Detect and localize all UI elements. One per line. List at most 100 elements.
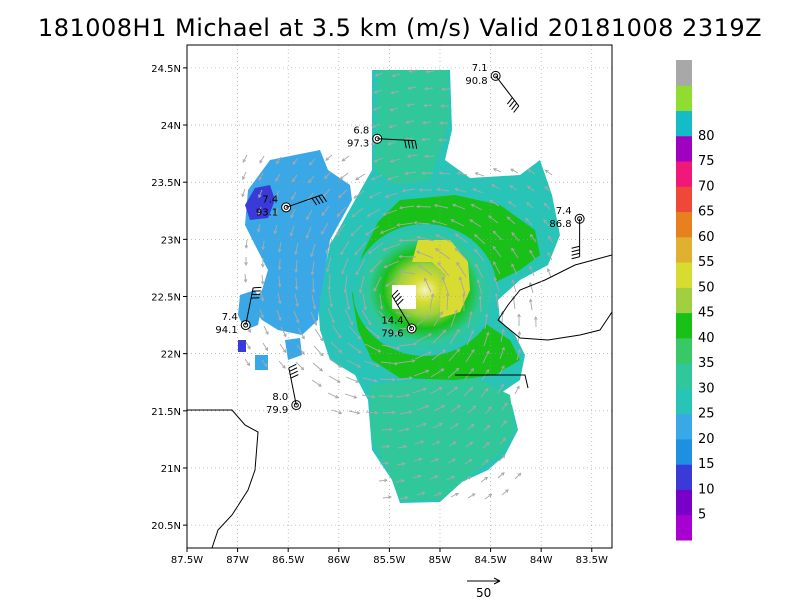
wind-vector-head [491, 184, 495, 188]
wind-vector-head [373, 90, 378, 94]
wind-vector [395, 394, 410, 398]
wind-vector-head [300, 366, 305, 371]
wind-vector-head [441, 276, 445, 281]
wind-vector-head [525, 217, 529, 222]
wind-vector-head [461, 292, 466, 297]
wind-vector-head [308, 179, 312, 184]
station-top-value: 7.4 [222, 312, 238, 323]
wind-vector [329, 358, 342, 368]
wind-vector [279, 343, 287, 353]
wind-vector [295, 259, 298, 273]
wind-vector [346, 359, 361, 368]
wind-vector-head [374, 73, 379, 77]
wind-vector [324, 171, 332, 179]
wind-vector-head [396, 223, 401, 227]
wind-vector-head [413, 342, 418, 346]
wind-vector [378, 310, 390, 323]
wind-vector-head [258, 194, 262, 199]
wind-vector-head [511, 247, 515, 252]
wind-vector [345, 376, 359, 383]
wind-vector-head [516, 385, 520, 390]
wind-vector-head [526, 202, 531, 206]
wind-vector-head [376, 363, 380, 368]
wind-vector [241, 188, 246, 197]
wind-vector-head [484, 387, 489, 392]
colorbar-swatch [676, 413, 692, 440]
wind-vector-head [301, 335, 305, 340]
wind-vector [380, 226, 397, 234]
wind-vector [452, 204, 466, 210]
wind-vector-head [339, 176, 344, 180]
wind-vector [399, 205, 415, 209]
wind-vector [432, 329, 446, 344]
wind-vector [278, 275, 281, 287]
wind-vector-head [418, 188, 423, 192]
wind-vector [545, 169, 553, 176]
wind-vector-head [327, 286, 332, 291]
wind-barb-flag [315, 196, 321, 205]
wind-vector [442, 276, 449, 294]
wind-vector-head [470, 368, 475, 372]
wind-vector [433, 311, 443, 327]
wind-vector-head [386, 444, 391, 449]
wind-vector [306, 209, 313, 220]
wind-vector [500, 420, 507, 428]
wind-vector [447, 458, 456, 464]
wind-barb-flag [571, 245, 580, 249]
wind-vector-head [341, 270, 345, 275]
colorbar-label: 45 [698, 306, 715, 321]
colorbar-label: 60 [698, 230, 715, 245]
wind-vector [527, 185, 535, 192]
wind-vector-head [425, 369, 430, 374]
wind-vector [529, 266, 535, 277]
wind-vector-head [385, 461, 389, 466]
wind-vector-head [274, 195, 279, 200]
wind-vector-head [331, 319, 335, 324]
wind-vector [530, 234, 537, 243]
wind-vector [459, 277, 466, 295]
wind-vector-head [456, 328, 460, 333]
wind-vector [379, 293, 383, 309]
map-title: 181008H1 Michael at 3.5 km (m/s) Valid 2… [37, 14, 763, 42]
wind-vector-head [274, 212, 278, 217]
wind-vector-head [526, 185, 531, 190]
station-bottom-value: 86.8 [549, 219, 571, 230]
wind-vector [474, 249, 485, 262]
wind-vector-head [325, 157, 330, 161]
wind-vector [399, 496, 408, 500]
wind-vector [353, 190, 365, 199]
wind-vector-head [529, 298, 533, 303]
wind-vector [261, 359, 268, 367]
wind-vector [389, 124, 398, 128]
lon-tick-label: 83.5W [576, 555, 608, 566]
wind-vector-head [355, 176, 360, 181]
station-top-value: 8.0 [272, 392, 288, 403]
wind-vector-head [421, 171, 426, 176]
wind-vector [499, 437, 506, 445]
wind-vector [245, 341, 251, 350]
wind-vector [385, 277, 399, 287]
wind-vector-head [289, 232, 294, 237]
wind-vector [258, 189, 263, 198]
colorbar-label: 20 [698, 432, 715, 447]
wind-vector-head [485, 369, 490, 373]
wind-vector-head [294, 269, 299, 273]
wind-vector [469, 219, 482, 228]
wind-vector-head [260, 314, 264, 319]
wind-vector-head [277, 266, 282, 271]
wind-vector [529, 282, 534, 294]
wind-vector [295, 276, 298, 290]
wind-vector [311, 294, 316, 309]
wind-vector [388, 141, 397, 145]
wind-vector [308, 175, 315, 183]
wind-vector-head [307, 197, 311, 202]
wind-vector-head [455, 423, 459, 427]
wind-vector-head [295, 319, 300, 324]
wind-vector-head [471, 348, 475, 353]
wind-vector-head [275, 160, 280, 165]
wind-vector-head [329, 303, 334, 308]
colorbar-swatch [676, 85, 692, 112]
wind-vector [424, 87, 434, 90]
wind-vector [396, 377, 413, 381]
